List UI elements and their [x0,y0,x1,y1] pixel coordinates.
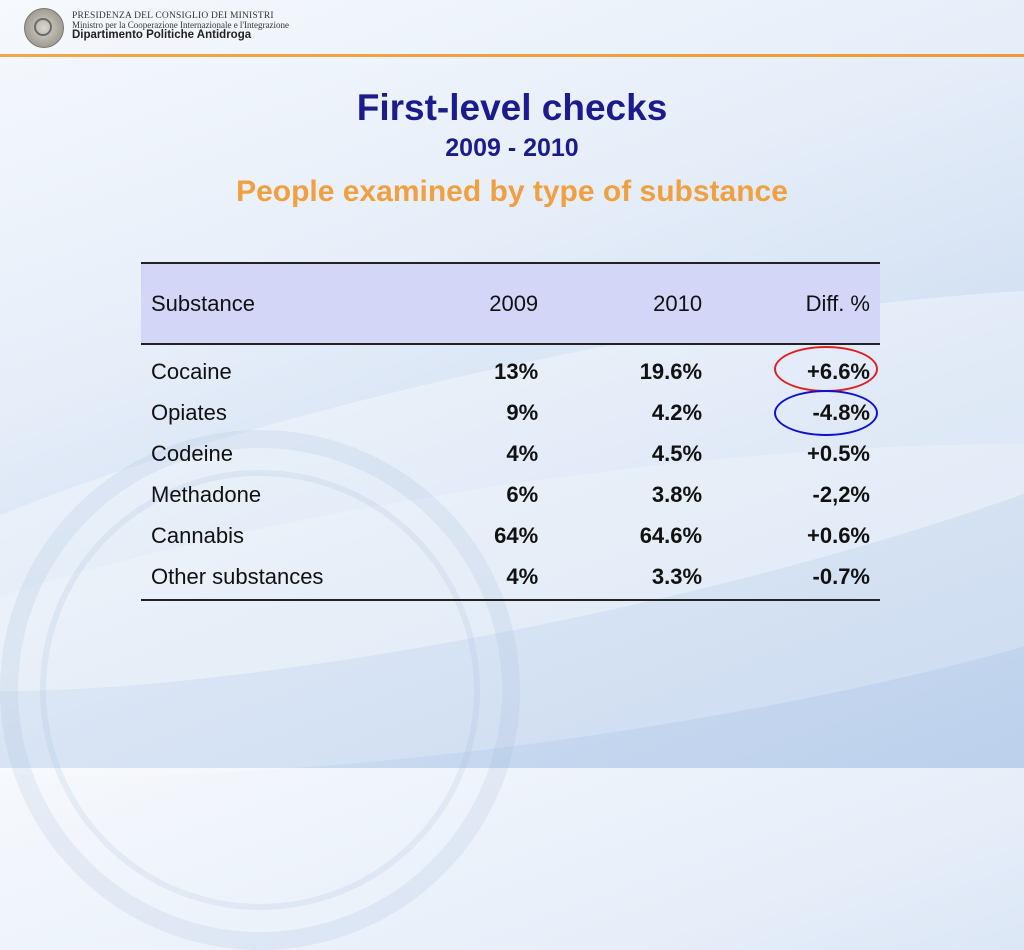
slide-header: PRESIDENZA DEL CONSIGLIO DEI MINISTRI Mi… [0,0,1024,57]
cell-substance: Codeine [151,440,233,466]
cell-2009: 13% [494,358,539,384]
cell-2009: 4% [411,556,549,601]
table-header-row: Substance 2009 2010 Diff. % [141,262,880,345]
slide-subtitle: People examined by type of substance [236,175,788,208]
header-divider [0,54,1024,57]
table-row: Cocaine 13% 19.6% +6.6% [141,344,880,392]
org-name-line1: PRESIDENZA DEL CONSIGLIO DEI MINISTRI [72,11,274,21]
table-row: Methadone 6% 3.8% -2,2% [141,474,880,515]
department-name: Dipartimento Politiche Antidroga [72,29,252,41]
column-header-2009: 2009 [411,262,549,345]
cell-diff: +0.6% [807,522,870,548]
table-row: Cannabis 64% 64.6% +0.6% [141,515,880,556]
cell-substance: Cocaine [151,358,232,384]
table-row: Opiates 9% 4.2% -4.8% [141,392,880,433]
substance-table: Substance 2009 2010 Diff. % Cocaine 13% … [141,262,880,601]
increase-highlight-circle [774,346,878,392]
cell-2009: 9% [506,399,539,425]
cell-2010: 3.3% [548,556,713,601]
column-header-substance: Substance [141,262,411,345]
cell-diff: +0.5% [807,440,870,466]
cell-2009: 4% [506,440,539,466]
column-header-diff: Diff. % [712,262,880,345]
seal-emblem-icon [34,18,52,36]
government-seal-logo [24,8,64,48]
cell-diff: -0.7% [712,556,880,601]
column-header-2010: 2010 [548,262,713,345]
cell-substance: Methadone [151,481,262,507]
cell-2009: 64% [494,522,539,548]
cell-2009: 6% [506,481,539,507]
cell-2010: 19.6% [639,358,703,384]
cell-substance: Cannabis [151,522,244,548]
table-row: Other substances 4% 3.3% -0.7% [141,556,880,601]
table-row: Codeine 4% 4.5% +0.5% [141,433,880,474]
cell-substance: Opiates [151,399,227,425]
cell-2010: 3.8% [651,481,703,507]
cell-2010: 4.5% [651,440,703,466]
cell-2010: 4.2% [651,399,703,425]
cell-2010: 64.6% [639,522,703,548]
slide-title: First-level checks [356,87,668,128]
cell-substance: Other substances [141,556,411,601]
decrease-highlight-circle [774,390,878,436]
org-name-line2: Ministro per la Cooperazione Internazion… [72,20,290,30]
cell-diff: -2,2% [812,481,870,507]
slide-years: 2009 - 2010 [445,134,579,162]
